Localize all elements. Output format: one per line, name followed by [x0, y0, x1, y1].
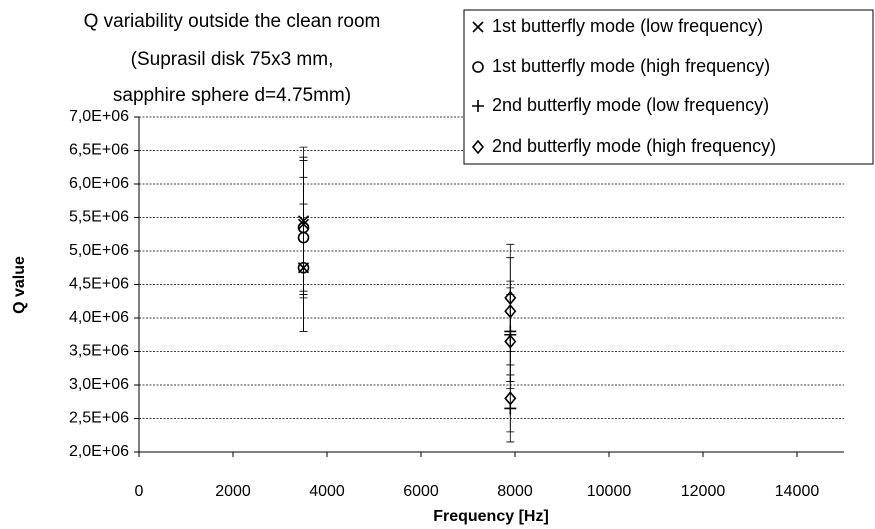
marker [504, 391, 517, 406]
chart-title: Q variability outside the clean room [84, 11, 381, 32]
marker [472, 100, 484, 112]
y-tick-label: 3,0E+06 [69, 376, 129, 393]
legend-box [463, 9, 874, 165]
chart-title: sapphire sphere d=4.75mm) [113, 85, 351, 106]
marker [472, 61, 484, 73]
legend-label: 1st butterfly mode (low frequency) [492, 16, 763, 36]
y-tick-label: 7,0E+06 [69, 108, 129, 125]
x-tick-label: 4000 [309, 483, 345, 500]
marker [504, 334, 517, 349]
y-tick-label: 2,5E+06 [69, 410, 129, 427]
x-tick-label: 10000 [587, 483, 632, 500]
x-tick-label: 0 [135, 483, 144, 500]
marker [471, 139, 485, 155]
marker [472, 21, 484, 33]
y-tick-label: 6,0E+06 [69, 175, 129, 192]
y-tick-label: 2,0E+06 [69, 443, 129, 460]
y-tick-label: 5,5E+06 [69, 209, 129, 226]
x-axis-label: Frequency [Hz] [433, 508, 549, 525]
marker [297, 261, 310, 274]
error-bar [506, 364, 515, 433]
x-tick-label: 6000 [403, 483, 439, 500]
legend-label: 2nd butterfly mode (high frequency) [492, 136, 776, 156]
y-tick-label: 4,0E+06 [69, 309, 129, 326]
legend-label: 1st butterfly mode (high frequency) [492, 56, 770, 76]
y-axis-label: Q value [11, 256, 28, 314]
legend-label: 2nd butterfly mode (low frequency) [492, 95, 769, 115]
x-tick-label: 14000 [775, 483, 820, 500]
y-tick-label: 5,0E+06 [69, 242, 129, 259]
y-tick-label: 4,5E+06 [69, 276, 129, 293]
x-tick-label: 2000 [215, 483, 251, 500]
chart-title: (Suprasil disk 75x3 mm, [131, 49, 334, 70]
error-bar [299, 203, 308, 332]
y-tick-label: 6,5E+06 [69, 142, 129, 159]
x-tick-label: 8000 [497, 483, 533, 500]
x-tick-label: 12000 [681, 483, 726, 500]
y-tick-label: 3,5E+06 [69, 343, 129, 360]
